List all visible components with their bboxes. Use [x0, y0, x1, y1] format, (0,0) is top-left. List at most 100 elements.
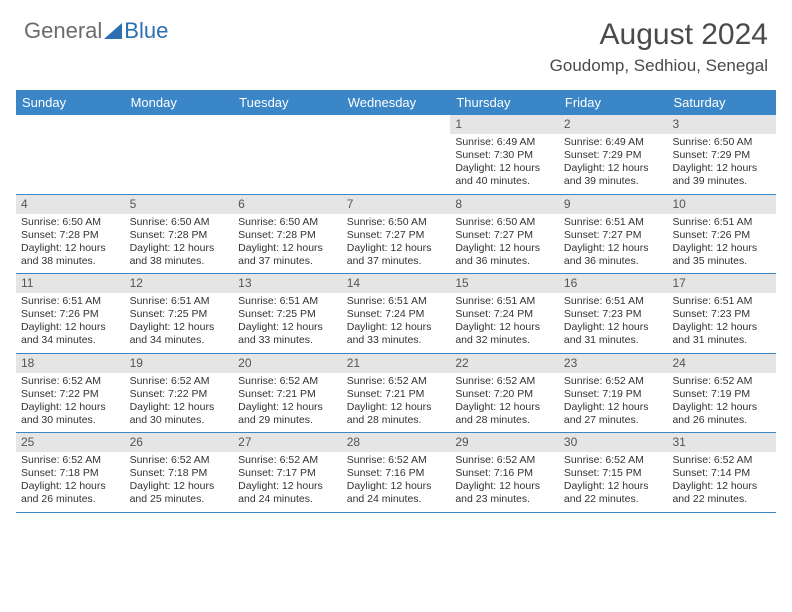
day-number: 31 — [667, 433, 776, 452]
calendar-cell: 8Sunrise: 6:50 AMSunset: 7:27 PMDaylight… — [450, 195, 559, 274]
cell-text-line: Sunset: 7:21 PM — [238, 388, 337, 401]
cell-text-line: and 39 minutes. — [672, 175, 771, 188]
cell-text-line: Sunset: 7:18 PM — [21, 467, 120, 480]
day-number: 5 — [125, 195, 234, 214]
cell-text-line: and 28 minutes. — [347, 414, 446, 427]
calendar-cell: 10Sunrise: 6:51 AMSunset: 7:26 PMDayligh… — [667, 195, 776, 274]
day-number: 1 — [450, 115, 559, 134]
cell-text-line: Daylight: 12 hours — [455, 162, 554, 175]
calendar-cell: 19Sunrise: 6:52 AMSunset: 7:22 PMDayligh… — [125, 354, 234, 433]
calendar-cell: 7Sunrise: 6:50 AMSunset: 7:27 PMDaylight… — [342, 195, 451, 274]
calendar-cell: 3Sunrise: 6:50 AMSunset: 7:29 PMDaylight… — [667, 115, 776, 194]
day-header-tue: Tuesday — [233, 90, 342, 115]
cell-text-line: Daylight: 12 hours — [21, 242, 120, 255]
cell-text-line: Sunrise: 6:51 AM — [672, 216, 771, 229]
cell-text-line: Sunrise: 6:52 AM — [21, 454, 120, 467]
cell-text-line: Sunset: 7:24 PM — [455, 308, 554, 321]
cell-text-line: Sunrise: 6:52 AM — [455, 454, 554, 467]
day-number: 25 — [16, 433, 125, 452]
cell-text-line: Sunrise: 6:51 AM — [564, 216, 663, 229]
cell-text-line: Sunset: 7:26 PM — [672, 229, 771, 242]
cell-text-line: Sunset: 7:28 PM — [21, 229, 120, 242]
cell-text-line: Sunset: 7:27 PM — [347, 229, 446, 242]
cell-text-line: Daylight: 12 hours — [455, 401, 554, 414]
calendar-cell: 27Sunrise: 6:52 AMSunset: 7:17 PMDayligh… — [233, 433, 342, 512]
cell-text-line: Sunrise: 6:50 AM — [238, 216, 337, 229]
cell-text-line: Daylight: 12 hours — [21, 321, 120, 334]
cell-text-line: Sunrise: 6:49 AM — [455, 136, 554, 149]
day-number: 2 — [559, 115, 668, 134]
cell-text-line: Daylight: 12 hours — [130, 242, 229, 255]
cell-text-line: Sunset: 7:18 PM — [130, 467, 229, 480]
day-header-sun: Sunday — [16, 90, 125, 115]
cell-text-line: Sunset: 7:16 PM — [455, 467, 554, 480]
cell-text-line: and 37 minutes. — [238, 255, 337, 268]
cell-text-line: and 22 minutes. — [672, 493, 771, 506]
calendar-cell: 11Sunrise: 6:51 AMSunset: 7:26 PMDayligh… — [16, 274, 125, 353]
cell-text-line: Sunset: 7:24 PM — [347, 308, 446, 321]
cell-text-line: Sunrise: 6:52 AM — [347, 375, 446, 388]
day-number: 10 — [667, 195, 776, 214]
calendar-cell — [125, 115, 234, 194]
logo-word-1: General — [24, 18, 102, 44]
logo-word-2: Blue — [124, 18, 168, 44]
cell-text-line: Sunrise: 6:51 AM — [672, 295, 771, 308]
cell-text-line: and 29 minutes. — [238, 414, 337, 427]
day-number: 14 — [342, 274, 451, 293]
calendar-cell: 28Sunrise: 6:52 AMSunset: 7:16 PMDayligh… — [342, 433, 451, 512]
cell-text-line: and 31 minutes. — [564, 334, 663, 347]
calendar-cell: 23Sunrise: 6:52 AMSunset: 7:19 PMDayligh… — [559, 354, 668, 433]
cell-text-line: Sunset: 7:19 PM — [672, 388, 771, 401]
cell-text-line: and 24 minutes. — [347, 493, 446, 506]
cell-text-line: Daylight: 12 hours — [347, 321, 446, 334]
calendar-week: 1Sunrise: 6:49 AMSunset: 7:30 PMDaylight… — [16, 115, 776, 195]
cell-text-line: and 28 minutes. — [455, 414, 554, 427]
cell-text-line: Sunrise: 6:50 AM — [130, 216, 229, 229]
logo: General Blue — [24, 18, 168, 44]
cell-text-line: and 24 minutes. — [238, 493, 337, 506]
cell-text-line: Sunrise: 6:52 AM — [347, 454, 446, 467]
cell-text-line: Daylight: 12 hours — [130, 480, 229, 493]
title-block: August 2024 Goudomp, Sedhiou, Senegal — [550, 18, 768, 76]
cell-text-line: Sunset: 7:21 PM — [347, 388, 446, 401]
cell-text-line: Sunset: 7:20 PM — [455, 388, 554, 401]
calendar-cell — [233, 115, 342, 194]
cell-text-line: Sunset: 7:23 PM — [672, 308, 771, 321]
calendar-cell: 26Sunrise: 6:52 AMSunset: 7:18 PMDayligh… — [125, 433, 234, 512]
cell-text-line: Daylight: 12 hours — [238, 401, 337, 414]
cell-text-line: Sunrise: 6:51 AM — [347, 295, 446, 308]
day-number: 13 — [233, 274, 342, 293]
cell-text-line: and 32 minutes. — [455, 334, 554, 347]
calendar-cell: 18Sunrise: 6:52 AMSunset: 7:22 PMDayligh… — [16, 354, 125, 433]
cell-text-line: Daylight: 12 hours — [564, 401, 663, 414]
day-number: 4 — [16, 195, 125, 214]
cell-text-line: Sunset: 7:28 PM — [130, 229, 229, 242]
cell-text-line: Sunrise: 6:50 AM — [455, 216, 554, 229]
cell-text-line: and 37 minutes. — [347, 255, 446, 268]
calendar-cell: 1Sunrise: 6:49 AMSunset: 7:30 PMDaylight… — [450, 115, 559, 194]
calendar-cell: 30Sunrise: 6:52 AMSunset: 7:15 PMDayligh… — [559, 433, 668, 512]
cell-text-line: and 38 minutes. — [21, 255, 120, 268]
cell-text-line: Sunset: 7:19 PM — [564, 388, 663, 401]
cell-text-line: and 25 minutes. — [130, 493, 229, 506]
day-number: 12 — [125, 274, 234, 293]
cell-text-line: and 30 minutes. — [21, 414, 120, 427]
cell-text-line: and 26 minutes. — [672, 414, 771, 427]
calendar-week: 25Sunrise: 6:52 AMSunset: 7:18 PMDayligh… — [16, 433, 776, 513]
cell-text-line: Sunrise: 6:52 AM — [238, 454, 337, 467]
calendar-cell: 22Sunrise: 6:52 AMSunset: 7:20 PMDayligh… — [450, 354, 559, 433]
cell-text-line: Daylight: 12 hours — [672, 321, 771, 334]
cell-text-line: Sunrise: 6:52 AM — [564, 454, 663, 467]
day-header-fri: Friday — [559, 90, 668, 115]
cell-text-line: Sunrise: 6:50 AM — [672, 136, 771, 149]
calendar-cell: 25Sunrise: 6:52 AMSunset: 7:18 PMDayligh… — [16, 433, 125, 512]
cell-text-line: Daylight: 12 hours — [455, 242, 554, 255]
cell-text-line: and 26 minutes. — [21, 493, 120, 506]
cell-text-line: Daylight: 12 hours — [564, 321, 663, 334]
day-number: 7 — [342, 195, 451, 214]
page-header: General Blue August 2024 Goudomp, Sedhio… — [0, 0, 792, 84]
cell-text-line: Sunset: 7:25 PM — [130, 308, 229, 321]
calendar-cell: 16Sunrise: 6:51 AMSunset: 7:23 PMDayligh… — [559, 274, 668, 353]
cell-text-line: Sunrise: 6:52 AM — [455, 375, 554, 388]
calendar-cell: 31Sunrise: 6:52 AMSunset: 7:14 PMDayligh… — [667, 433, 776, 512]
